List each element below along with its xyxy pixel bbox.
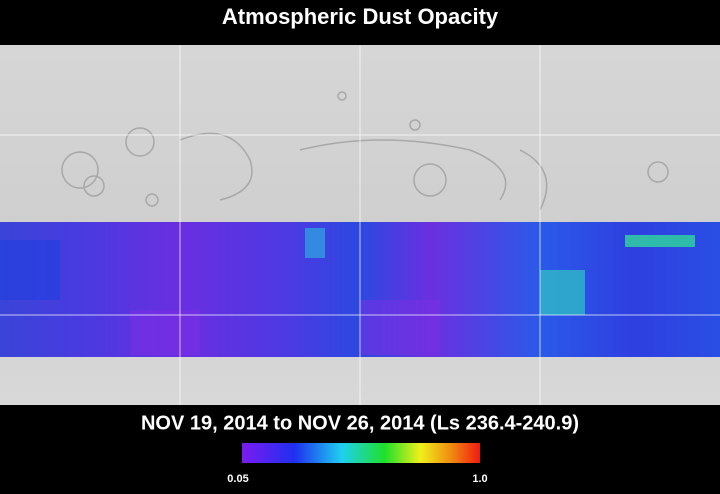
relief-features: [61, 91, 669, 211]
colorbar-min-label: 0.05: [227, 473, 248, 485]
graticule: [0, 45, 720, 405]
title: Atmospheric Dust Opacity: [222, 4, 499, 29]
colorbar-max-label: 1.0: [472, 473, 487, 485]
colorbar: [242, 443, 480, 463]
date-range: NOV 19, 2014 to NOV 26, 2014 (Ls 236.4-2…: [141, 412, 579, 434]
dust-patches: [0, 228, 695, 355]
